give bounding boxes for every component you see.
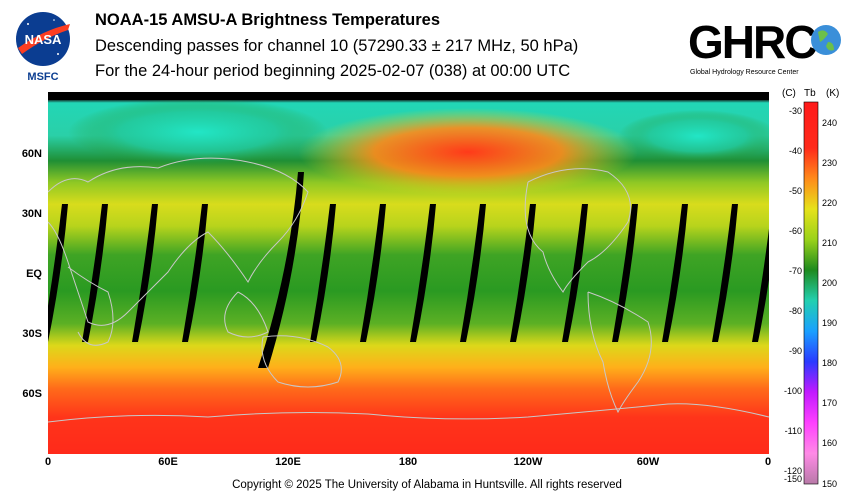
colorbar-celsius-tick: -30 bbox=[789, 106, 802, 116]
colorbar-celsius-tick: -50 bbox=[789, 186, 802, 196]
warm-anomaly-north bbox=[298, 108, 638, 196]
cold-anomaly-north-west bbox=[618, 110, 778, 162]
lon-tick: 60W bbox=[636, 456, 660, 468]
cold-anomaly-north bbox=[68, 98, 328, 166]
map-title: NOAA-15 AMSU-A Brightness Temperatures bbox=[95, 11, 441, 29]
nasa-wordmark: NASA bbox=[25, 32, 62, 47]
lat-tick: 30S bbox=[22, 328, 42, 340]
lon-tick: 0 bbox=[764, 456, 772, 468]
orbit-gap bbox=[258, 172, 304, 368]
ghrc-wordmark: GHRC bbox=[688, 16, 816, 68]
orbit-gaps bbox=[42, 172, 778, 368]
lon-tick: 180 bbox=[398, 456, 418, 468]
colorbar-kelvin-tick: 200 bbox=[822, 278, 837, 288]
map-period: For the 24-hour period beginning 2025-02… bbox=[95, 62, 571, 80]
msfc-label: MSFC bbox=[27, 71, 58, 82]
orbit-gap bbox=[510, 204, 536, 342]
orbit-gap bbox=[360, 204, 386, 342]
colorbar-celsius-tick: -150 bbox=[784, 474, 802, 484]
colorbar-scale bbox=[803, 101, 819, 485]
colorbar-celsius-tick: -90 bbox=[789, 346, 802, 356]
ghrc-logo: GHRC Global Hydrology Resource Center bbox=[688, 14, 848, 78]
orbit-gap bbox=[612, 204, 638, 342]
copyright-footer: Copyright © 2025 The University of Alaba… bbox=[232, 479, 622, 491]
colorbar-kelvin-tick: 160 bbox=[822, 438, 837, 448]
orbit-gap bbox=[310, 204, 336, 342]
map-subtitle: Descending passes for channel 10 (57290.… bbox=[95, 37, 579, 55]
lon-tick: 60E bbox=[158, 456, 178, 468]
lat-tick: 60N bbox=[21, 148, 42, 160]
colorbar-celsius-tick: -80 bbox=[789, 306, 802, 316]
orbit-gap bbox=[410, 204, 436, 342]
lon-tick: 120W bbox=[513, 456, 543, 468]
colorbar-celsius-tick: -70 bbox=[789, 266, 802, 276]
colorbar: (C) Tb (K) -30 -40 -50 -60 -70 -80 -90 -100 -110… bbox=[776, 84, 854, 494]
colorbar-celsius-tick: -40 bbox=[789, 146, 802, 156]
orbit-gap bbox=[662, 204, 688, 342]
unit-celsius: (C) bbox=[782, 88, 796, 99]
colorbar-kelvin-tick: 190 bbox=[822, 318, 837, 328]
unit-tb: Tb bbox=[804, 88, 816, 99]
unit-kelvin: (K) bbox=[826, 88, 839, 99]
ghrc-tagline: Global Hydrology Resource Center bbox=[690, 69, 799, 76]
colorbar-celsius-tick: -60 bbox=[789, 226, 802, 236]
colorbar-kelvin-tick: 230 bbox=[822, 158, 837, 168]
lon-tick: 120E bbox=[275, 456, 301, 468]
polar-no-data-band bbox=[48, 92, 769, 100]
colorbar-celsius-tick: -100 bbox=[784, 386, 802, 396]
brightness-temperature-map bbox=[42, 92, 778, 454]
orbit-gap bbox=[82, 204, 108, 342]
orbit-gap bbox=[460, 204, 486, 342]
colorbar-kelvin-tick: 150 bbox=[822, 479, 837, 489]
lat-tick: 30N bbox=[21, 208, 42, 220]
colorbar-kelvin-tick: 210 bbox=[822, 238, 837, 248]
colorbar-kelvin-tick: 170 bbox=[822, 398, 837, 408]
orbit-gap bbox=[42, 204, 68, 342]
coastlines bbox=[47, 157, 770, 423]
orbit-gap bbox=[132, 204, 158, 342]
orbit-gap bbox=[712, 204, 738, 342]
colorbar-kelvin-tick: 220 bbox=[822, 198, 837, 208]
lon-tick: 0 bbox=[44, 456, 52, 468]
orbit-gap bbox=[182, 204, 208, 342]
lat-tick: 60S bbox=[22, 388, 42, 400]
colorbar-celsius-tick: -110 bbox=[785, 426, 802, 436]
orbit-gap bbox=[562, 204, 588, 342]
lat-tick: EQ bbox=[26, 268, 42, 280]
colorbar-kelvin-tick: 180 bbox=[822, 358, 837, 368]
globe-icon bbox=[811, 25, 841, 55]
nasa-logo: NASA MSFC bbox=[14, 10, 72, 83]
colorbar-celsius-tick: -120 bbox=[784, 466, 802, 476]
colorbar-kelvin-tick: 240 bbox=[822, 118, 837, 128]
